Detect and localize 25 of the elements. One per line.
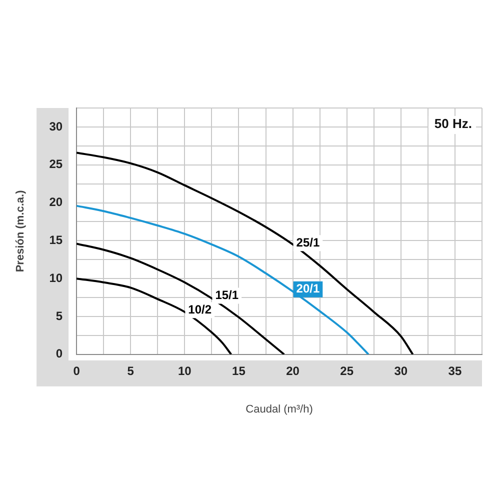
x-tick-label: 25 xyxy=(340,364,354,378)
line-series xyxy=(76,242,286,354)
x-tick-label: 30 xyxy=(394,364,408,378)
text: 50 Hz. xyxy=(434,116,472,132)
y-tick-label: 25 xyxy=(49,157,63,172)
y-tick-label: 0 xyxy=(56,346,63,361)
x-tick-label: 0 xyxy=(73,364,80,378)
x-tick-label: 20 xyxy=(286,364,300,378)
x-axis-title: Caudal (m³/h) xyxy=(246,403,313,416)
x-tick-label: 15 xyxy=(232,364,246,378)
series-label: 10/2 xyxy=(188,302,212,316)
y-tick-label: 30 xyxy=(49,119,63,134)
y-tick-label: 20 xyxy=(49,195,63,210)
line-series xyxy=(76,204,370,354)
line-series xyxy=(76,152,414,354)
y-tick-label: 5 xyxy=(56,308,63,323)
y-tick-label: 15 xyxy=(49,232,63,247)
y-tick-label: 10 xyxy=(49,270,63,285)
y-axis-title: Presión (m.c.a.) xyxy=(14,190,27,272)
x-tick-label: 5 xyxy=(127,364,134,378)
series-label: 20/1 xyxy=(296,282,320,296)
x-tick-label: 10 xyxy=(178,364,192,378)
series-label: 25/1 xyxy=(296,235,320,250)
series-label: 15/1 xyxy=(215,288,239,302)
x-tick-label: 35 xyxy=(448,364,462,378)
